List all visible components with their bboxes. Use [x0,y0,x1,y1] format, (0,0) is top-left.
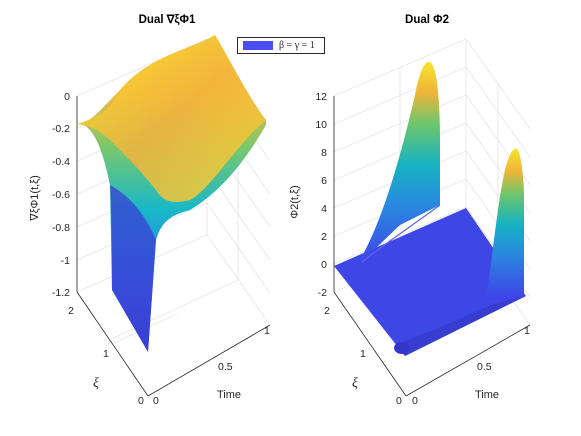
right-z-tick: 0 [321,259,327,271]
right-surface-ridge-line [361,204,441,263]
left-z-tick: -0.6 [52,189,70,201]
left-axes: 0 -0.2 -0.4 -0.6 -0.8 -1 -1.2 2 1 0 0 0.… [29,14,271,407]
left-x-tick: 0.5 [218,361,233,373]
right-x-tick: 0 [412,395,418,407]
left-x-tick: 1 [264,325,270,337]
right-z-ticks: 12 10 8 6 4 2 0 -2 [315,91,327,299]
right-surface-peak-back [355,61,440,268]
left-z-tick: -0.2 [52,123,70,135]
right-x-tick: 0.5 [477,361,492,373]
right-z-tick: 6 [321,175,327,187]
left-surface-top [77,35,266,202]
left-z-ticks: 0 -0.2 -0.4 -0.6 -0.8 -1 -1.2 [52,91,70,299]
right-z-label: Φ2(t,ξ) [289,185,301,218]
left-x-tick: 0 [153,395,159,407]
legend: β = γ = 1 [237,37,325,54]
right-y-tick: 1 [360,348,366,360]
left-y-tick: 2 [68,305,74,317]
right-z-tick: 10 [315,119,327,131]
left-x-ticks: 0 0.5 1 [153,325,270,407]
right-z-tick: 12 [315,91,327,103]
right-surface-base-shade [395,296,526,356]
right-axes: 12 10 8 6 4 2 0 -2 2 1 0 0 0.5 1 Dual Φ2… [289,14,531,407]
left-z-tick: 0 [64,91,70,103]
left-y-tick: 0 [138,395,144,407]
legend-swatch [243,41,273,50]
left-surface-trough [110,185,156,352]
left-title: Dual ∇ξΦ1 [139,14,196,26]
right-y-tick: 2 [324,305,330,317]
right-z-tick: 2 [321,231,327,243]
left-z-tick: -0.8 [52,222,70,234]
right-surface-peak-front [486,148,524,300]
right-x-label: Time [475,389,499,401]
right-surface [334,61,526,356]
left-y-tick: 1 [103,348,109,360]
right-y-tick: 0 [396,395,402,407]
right-x-ticks: 0 0.5 1 [412,325,530,407]
left-z-tick: -1.2 [52,287,70,299]
right-z-tick: -2 [318,287,327,299]
right-y-ticks: 2 1 0 [324,305,402,407]
left-z-label: ∇ξΦ1(t,ξ) [29,175,41,222]
legend-label: β = γ = 1 [279,40,315,51]
right-y-label: ξ [352,376,358,391]
right-z-tick: 8 [321,147,327,159]
left-x-label: Time [217,389,241,401]
left-z-tick: -1 [61,255,70,267]
left-z-tick: -0.4 [52,156,70,168]
left-y-ticks: 2 1 0 [68,305,144,407]
right-x-tick: 1 [524,325,530,337]
left-surface [77,35,266,352]
right-z-tick: 4 [321,203,327,215]
right-surface-bump [394,342,410,354]
right-title: Dual Φ2 [405,14,449,26]
left-y-label: ξ [93,376,99,391]
